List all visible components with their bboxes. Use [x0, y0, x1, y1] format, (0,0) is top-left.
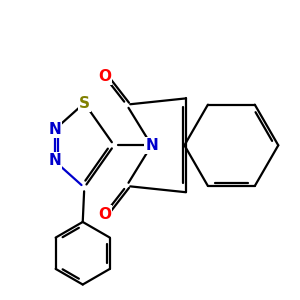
Text: N: N	[145, 138, 158, 153]
Text: O: O	[98, 69, 111, 84]
Text: N: N	[48, 122, 61, 137]
Text: N: N	[48, 154, 61, 169]
Text: S: S	[79, 96, 90, 111]
Text: O: O	[98, 207, 111, 222]
